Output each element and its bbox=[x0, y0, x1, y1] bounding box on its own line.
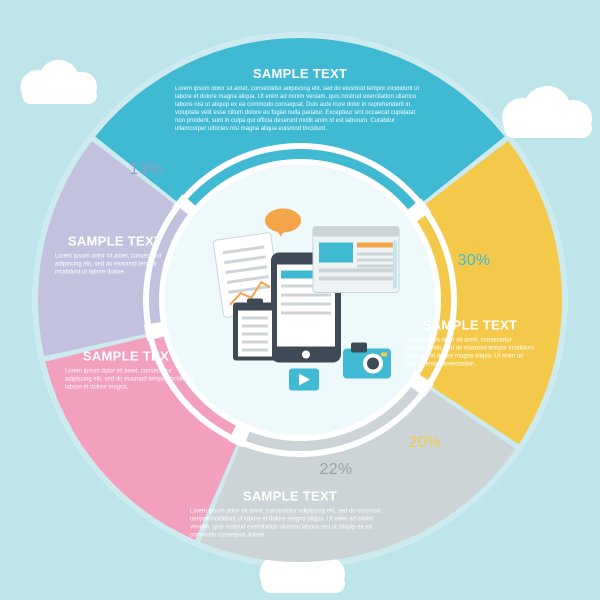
segment-body-lilac: Lorem ipsum dolor sit amet, consectetur … bbox=[55, 252, 175, 276]
segment-title-pink: SAMPLE TEXT bbox=[65, 348, 195, 363]
infographic-canvas: SAMPLE TEXT Lorem ipsum dolor sit amet, c… bbox=[0, 0, 600, 600]
segment-body-grey: Lorem ipsum dolor sit amet, consectetur … bbox=[190, 507, 390, 539]
center-illustration bbox=[185, 183, 415, 418]
percent-pink: 15% bbox=[139, 449, 172, 467]
segment-body-pink: Lorem ipsum dolor sit amet, consectetur … bbox=[65, 367, 195, 391]
segment-title-grey: SAMPLE TEXT bbox=[190, 488, 390, 503]
segment-title-lilac: SAMPLE TEXT bbox=[55, 233, 175, 248]
segment-text-lilac: SAMPLE TEXT Lorem ipsum dolor sit amet, c… bbox=[55, 233, 175, 276]
segment-text-yellow: SAMPLE TEXT Lorem ipsum dolor sit amet, c… bbox=[405, 317, 535, 368]
segment-text-pink: SAMPLE TEXT Lorem ipsum dolor sit amet, c… bbox=[65, 348, 195, 391]
segment-body-teal: Lorem ipsum dolor sit amet, consectetur … bbox=[175, 85, 425, 134]
segment-title-teal: SAMPLE TEXT bbox=[175, 66, 425, 81]
percent-teal: 30% bbox=[458, 252, 491, 270]
segment-text-grey: SAMPLE TEXT Lorem ipsum dolor sit amet, c… bbox=[190, 488, 390, 539]
percent-grey: 22% bbox=[320, 461, 353, 479]
percent-yellow: 20% bbox=[409, 434, 442, 452]
segment-title-yellow: SAMPLE TEXT bbox=[405, 317, 535, 332]
segment-body-yellow: Lorem ipsum dolor sit amet, consectetur … bbox=[405, 336, 535, 368]
segment-text-teal: SAMPLE TEXT Lorem ipsum dolor sit amet, c… bbox=[175, 66, 425, 134]
percent-lilac: 13% bbox=[130, 161, 163, 179]
